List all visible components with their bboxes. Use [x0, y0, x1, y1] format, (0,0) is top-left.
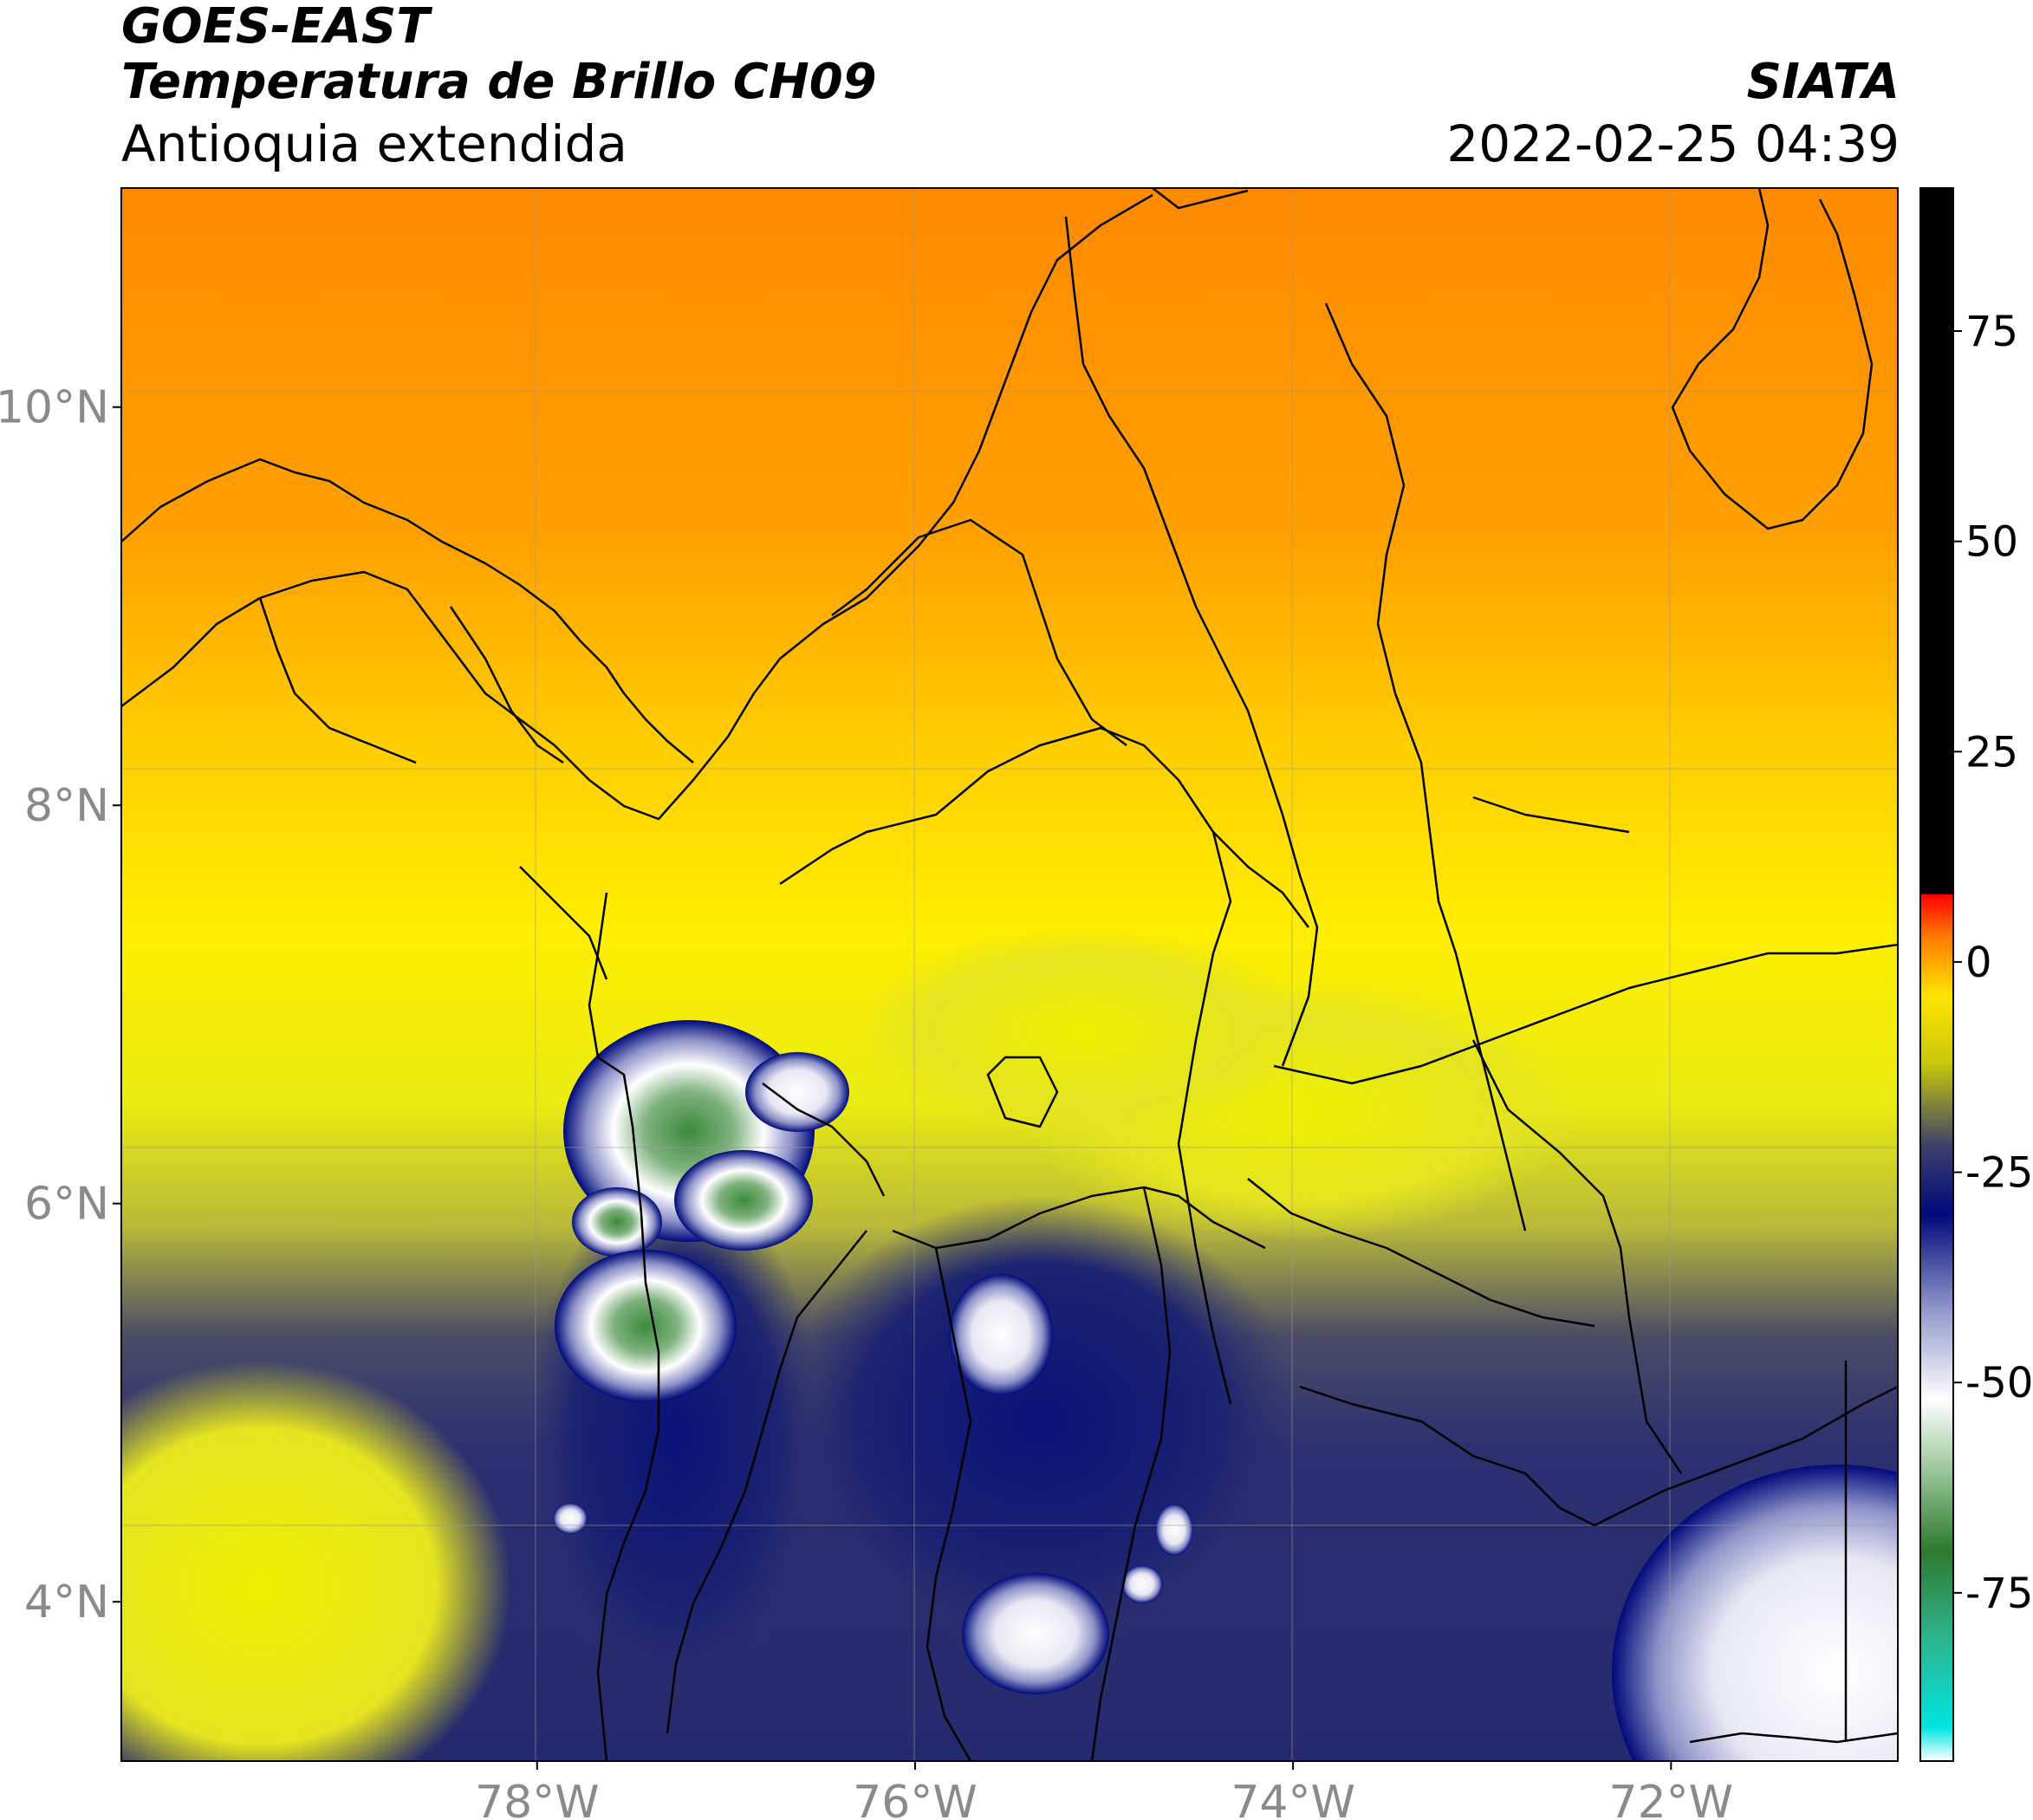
- cloud-cell-isolated: [553, 1503, 588, 1534]
- lon-tick-label: 74°W: [1231, 1777, 1355, 1820]
- coastlines-borders: [121, 188, 1898, 1761]
- department-border-n: [1689, 1732, 1898, 1744]
- cloud-cell-central: [949, 1274, 1053, 1395]
- lon-tick-label: 78°W: [475, 1777, 600, 1820]
- department-border-t: [1472, 796, 1630, 834]
- cloud-cell-southeast: [1612, 1465, 1898, 1761]
- colorbar-tick-label: -50: [1965, 1359, 2033, 1407]
- cloud-cell-small-b: [1121, 1565, 1163, 1603]
- longitude-tick-labels: 78°W 76°W 74°W 72°W: [475, 1761, 1733, 1820]
- department-border-b: [779, 726, 1232, 1405]
- department-border-o: [666, 1230, 867, 1734]
- agency-label: SIATA: [1746, 54, 1900, 110]
- lat-tick-label: 10°N: [0, 382, 109, 434]
- department-border-c: [831, 518, 1127, 746]
- map-frame: [120, 187, 1899, 1762]
- department-border-g: [892, 1186, 1266, 1250]
- department-border-d: [1324, 302, 1527, 1232]
- cloud-cell-small-a: [1155, 1504, 1193, 1556]
- department-border-j: [1090, 1186, 1172, 1761]
- department-border-e: [1273, 943, 1898, 1085]
- datetime-label: 2022-02-25 04:39: [1446, 114, 1900, 173]
- product-title: Temperatura de Brillo CH09: [121, 54, 877, 110]
- department-border-p: [986, 1056, 1059, 1128]
- lat-tick-label: 6°N: [24, 1179, 109, 1231]
- colorbar-tick-label: -75: [1965, 1570, 2033, 1618]
- colorbar-ticks: 75 50 25 0 -25 -50 -75: [1953, 308, 2033, 1618]
- satellite-title: GOES-EAST: [121, 0, 430, 55]
- region-subtitle: Antioquia extendida: [121, 114, 627, 173]
- department-border-u: [519, 866, 608, 980]
- convective-cell-east: [674, 1150, 813, 1251]
- department-border-h: [1247, 1178, 1595, 1328]
- pacific-coast-panama-colombia: [121, 193, 1153, 821]
- department-border-l: [1594, 1385, 1898, 1527]
- lon-tick-label: 72°W: [1609, 1777, 1734, 1820]
- colorbar-tick-label: 0: [1965, 939, 1992, 987]
- map-gridlines: [121, 188, 1898, 1761]
- department-border-f: [1471, 1039, 1683, 1474]
- colorbar-frame: [1919, 187, 1954, 1762]
- latitude-tick-labels: 10°N 8°N 6°N 4°N: [0, 382, 121, 1628]
- colorbar-tick-label: 50: [1965, 518, 2018, 567]
- cloud-cell-south: [962, 1573, 1109, 1694]
- warm-area-valley: [858, 927, 1309, 1135]
- department-border-a: [1064, 216, 1319, 1067]
- department-border-q: [1212, 831, 1309, 928]
- department-border-s: [258, 597, 417, 764]
- lon-tick-label: 76°W: [853, 1777, 978, 1820]
- colorbar: 75 50 25 0 -25 -50 -75: [1919, 187, 2033, 1762]
- pacific-coast-colombia: [588, 892, 660, 1761]
- colorbar-gradient: [1920, 188, 1953, 1761]
- department-border-k: [1299, 1385, 1595, 1527]
- map-area: [121, 188, 1898, 1761]
- convective-cell-west: [572, 1187, 662, 1257]
- department-border-v: [762, 1082, 886, 1197]
- department-border-i: [926, 1247, 972, 1761]
- lat-tick-label: 4°N: [24, 1576, 109, 1628]
- convective-cell-small: [745, 1052, 849, 1132]
- maracaibo-lake: [1671, 188, 1874, 530]
- colorbar-tick-label: 75: [1965, 308, 2018, 356]
- guajira-coast: [1152, 188, 1249, 210]
- convective-cell-south: [555, 1250, 737, 1402]
- lat-tick-label: 8°N: [24, 780, 109, 832]
- colorbar-tick-label: -25: [1965, 1149, 2033, 1198]
- warm-area-southwest: [121, 1361, 511, 1761]
- colorbar-tick-label: 25: [1965, 728, 2018, 777]
- department-border-r: [449, 606, 564, 764]
- caribbean-coast-panama: [121, 458, 694, 764]
